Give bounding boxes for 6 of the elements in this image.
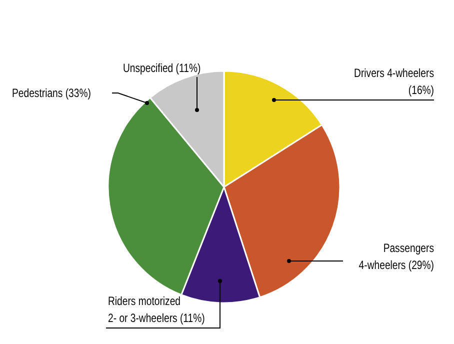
slice-label: Unspecified (11%) (123, 62, 201, 76)
slice-label: Drivers 4-wheelers (354, 67, 434, 80)
slice-label: Passengers 4-wheelers (29%) (358, 242, 434, 272)
slice-label: Riders motorized 2- or 3-wheelers (11%) (108, 295, 205, 326)
slice-label: Pedestrians (33%) (12, 87, 91, 100)
data-label: (16%) (408, 84, 434, 98)
